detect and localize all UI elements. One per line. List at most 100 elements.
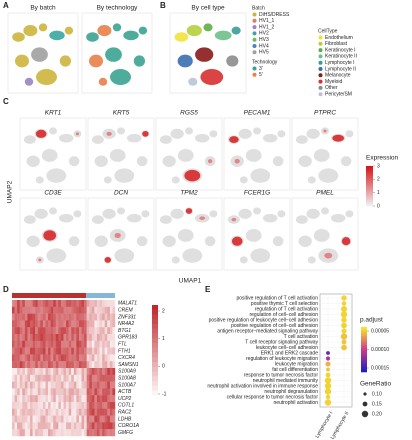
- cell-cluster: [23, 25, 38, 37]
- gene-label: MALAT1: [118, 301, 137, 307]
- plot-frame: [223, 197, 291, 271]
- colorbar-step: [366, 204, 373, 207]
- heatmap-cell: [84, 402, 87, 409]
- heatmap-cell: [19, 340, 23, 348]
- heatmap-cell: [40, 422, 44, 430]
- heatmap-cell: [102, 374, 105, 382]
- colorbar-step: [366, 182, 373, 185]
- heatmap-cell: [30, 306, 33, 314]
- colorbar-step: [152, 376, 158, 382]
- colorbar-step: [361, 369, 367, 373]
- heatmap-cell: [12, 347, 15, 355]
- heatmap-cell: [112, 402, 116, 409]
- heatmap-cell: [76, 429, 80, 437]
- heatmap-cell: [35, 429, 38, 437]
- heatmap-cell: [94, 300, 98, 307]
- legend-label: HV5: [259, 50, 269, 56]
- heatmap-cell: [40, 306, 44, 314]
- colorbar-step: [152, 352, 158, 358]
- heatmap-cell: [48, 340, 51, 348]
- cell-cluster: [295, 215, 308, 224]
- heatmap-cell: [30, 340, 33, 348]
- legend-swatch: [252, 50, 257, 55]
- heatmap-cell: [27, 429, 31, 437]
- heatmap-cell: [107, 313, 111, 321]
- dot: [341, 339, 347, 345]
- heatmap-cell: [35, 402, 38, 409]
- heatmap-cell: [96, 300, 100, 307]
- heatmap-cell: [112, 395, 116, 403]
- heatmap-cell: [55, 320, 59, 328]
- cell-cluster: [209, 130, 218, 138]
- heatmap-cell: [91, 381, 95, 389]
- colorbar-step: [366, 170, 373, 173]
- heatmap-cell: [76, 422, 80, 430]
- heatmap-cell: [99, 340, 103, 348]
- heatmap-cell: [48, 368, 51, 375]
- heatmap-cell: [32, 408, 36, 416]
- heatmap-cell: [102, 320, 105, 328]
- term-label: positive regulation of T cell activation: [236, 295, 318, 301]
- heatmap-cell: [55, 340, 59, 348]
- heatmap-cell: [40, 381, 44, 389]
- cell-cluster: [12, 32, 25, 42]
- heatmap-cell: [27, 408, 31, 416]
- plot-title: By cell type: [191, 5, 225, 12]
- heatmap-cell: [96, 381, 100, 389]
- heatmap-cell: [109, 361, 113, 369]
- plot-frame: [19, 197, 87, 271]
- heatmap-cell: [19, 334, 23, 341]
- heatmap-cell: [86, 388, 90, 396]
- heatmap-cell: [112, 388, 116, 396]
- term-label: neutrophil activation: [274, 400, 319, 406]
- heatmap-cell: [48, 320, 51, 328]
- heatmap-cell: [40, 388, 44, 396]
- gene-label: COTL1: [118, 403, 134, 409]
- heatmap-cell: [22, 320, 26, 328]
- heatmap-cell: [30, 320, 33, 328]
- heatmap-cell: [27, 368, 31, 375]
- heatmap-cell: [94, 368, 98, 375]
- heatmap-cell: [81, 347, 85, 355]
- heatmap-cell: [32, 354, 36, 362]
- heatmap-cell: [60, 313, 64, 321]
- cell-cluster: [250, 248, 271, 263]
- heatmap-cell: [60, 361, 64, 369]
- heatmap-cell: [71, 422, 74, 430]
- expression-hotspot: [231, 236, 243, 246]
- heatmap-cell: [17, 374, 20, 382]
- heatmap-cell: [86, 361, 90, 369]
- heatmap-cell: [48, 300, 51, 307]
- term-label: neutrophil activation involved in immune…: [207, 383, 318, 389]
- heatmap-cell: [24, 395, 28, 403]
- heatmap-cell: [86, 354, 90, 362]
- heatmap-cell: [58, 306, 62, 314]
- dot: [325, 356, 331, 361]
- heatmap-cell: [35, 340, 38, 348]
- heatmap-cell: [58, 402, 62, 409]
- heatmap-cell: [78, 402, 82, 409]
- cell-cluster: [262, 213, 278, 223]
- heatmap-cell: [73, 388, 77, 396]
- colorbar-label: 1: [162, 336, 165, 342]
- term-label: T cell activation: [284, 334, 319, 340]
- cell-cluster: [277, 130, 286, 138]
- cell-cluster: [105, 47, 122, 62]
- term-label: positive thymic T cell selection: [251, 301, 318, 307]
- heatmap-cell: [14, 334, 18, 341]
- legend-label: Endothelium: [325, 35, 353, 41]
- heatmap-cell: [81, 313, 85, 321]
- heatmap-cell: [32, 402, 36, 409]
- heatmap-cell: [68, 395, 72, 403]
- plot-title: By batch: [30, 5, 56, 12]
- cell-cluster: [307, 176, 316, 184]
- gene-label: CREM: [118, 308, 134, 314]
- colorbar-step: [366, 166, 373, 169]
- colorbar-label: 0: [162, 364, 165, 370]
- heatmap-cell: [30, 422, 33, 430]
- heatmap-cell: [37, 415, 41, 423]
- heatmap-cell: [19, 422, 23, 430]
- heatmap-cell: [22, 368, 26, 375]
- gene-label: CORO1A: [118, 423, 140, 429]
